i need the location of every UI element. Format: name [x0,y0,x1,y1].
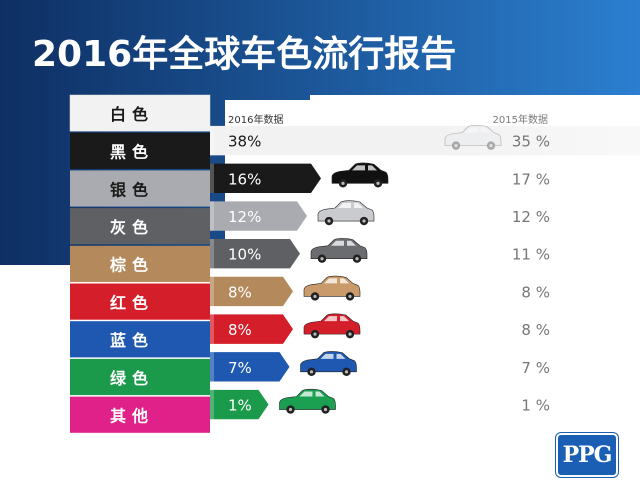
category-label: 蓝色 [110,331,154,350]
category-block-2 [70,170,210,207]
category-label: 白色 [110,105,154,124]
value-label-2015: 7 % [521,359,550,377]
bar-2016-fade [430,125,640,156]
car-hub [341,181,345,185]
category-block-3 [70,208,210,245]
bar-2016-edge [210,314,214,344]
car-wheel [451,141,461,150]
car-window [324,316,349,322]
category-block-0 [69,94,211,132]
car-hub [313,294,317,299]
car-icon [303,313,361,339]
value-label-2016: 38% [228,133,261,151]
car-hub [288,407,293,412]
car-hub [323,407,328,412]
category-block-6 [70,321,210,358]
car-hub [348,332,352,336]
car-window [299,391,325,397]
value-label-2015: 17 % [512,170,550,188]
category-block-8 [70,396,210,433]
bar-2016 [210,163,321,194]
value-label-2015: 8 % [521,321,550,339]
value-label-2016: 8% [228,321,252,339]
bar-2016-edge [210,239,214,269]
bar-2016 [210,201,307,231]
car-icon [444,124,502,150]
category-block-5 [70,283,210,320]
car-icon [310,238,368,263]
car-hub [376,181,380,185]
value-label-2015: 1 % [521,397,550,415]
car-icon [300,351,357,377]
category-label: 黑色 [110,143,154,162]
value-label-2015: 12 % [512,208,550,226]
car-window [331,240,356,246]
car-icon [303,275,361,301]
value-label-2015: 35 % [512,133,550,151]
header-2015: 2015年数据 [493,113,548,126]
car-hub [327,219,331,223]
category-label: 其他 [110,406,154,425]
car-hub [489,144,493,148]
bar-2016-edge [210,163,214,194]
car-hub [344,370,349,374]
car-hub [309,370,314,374]
category-label: 棕色 [110,256,154,275]
bar-2016 [210,314,293,344]
car-icon [317,200,375,226]
car-window [324,278,349,284]
bar-2016 [210,352,290,382]
value-label-2016: 16% [228,170,261,188]
bar-2016 [210,389,269,420]
category-block-4 [70,245,210,282]
category-label: 灰色 [110,218,154,237]
bar-2016-edge [210,201,214,231]
value-label-2016: 10% [228,246,261,264]
car-hub [454,144,458,148]
value-label-2016: 12% [228,208,261,226]
bar-2016-edge [210,352,214,382]
car-window [352,165,377,171]
value-label-2015: 8 % [521,283,550,301]
ppg-logo: PPG [556,433,618,477]
car-window [465,127,490,133]
header-2016: 2016年数据 [228,113,283,126]
page-title: 2016年全球车色流行报告 [32,33,456,75]
bar-2016 [210,239,300,269]
category-block-7 [70,358,210,396]
car-window [320,353,346,359]
category-label: 红色 [110,293,154,312]
car-hub [348,294,352,299]
category-block-1 [70,132,210,169]
value-label-2016: 1% [228,397,252,415]
car-body [444,124,502,146]
car-hub [362,219,366,223]
category-label: 绿色 [110,369,154,388]
value-label-2016: 7% [228,359,252,377]
category-label: 银色 [110,180,154,199]
value-label-2016: 8% [228,283,252,301]
car-hub [313,332,317,336]
car-hub [320,257,324,261]
car-hub [355,257,359,261]
car-icon [279,388,336,414]
bar-2016-edge [210,276,214,307]
car-window [338,203,363,209]
car-wheel [486,141,496,150]
car-icon [331,162,389,188]
bar-2016-edge [210,389,214,420]
bar-2016-edge [210,125,214,156]
value-label-2015: 11 % [512,246,550,264]
bar-2016 [210,276,293,307]
